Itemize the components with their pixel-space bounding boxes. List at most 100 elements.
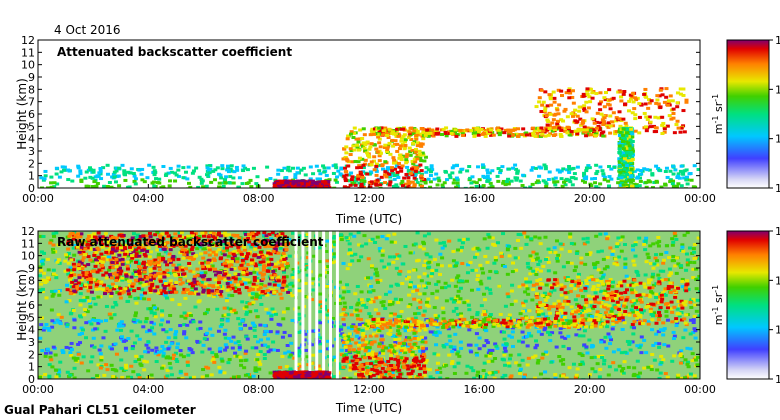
heatmap-cell <box>412 140 417 144</box>
heatmap-cell <box>88 305 93 309</box>
heatmap-cell <box>268 176 273 180</box>
heatmap-cell <box>226 361 231 365</box>
heatmap-cell <box>254 182 259 186</box>
heatmap-cell <box>348 368 353 372</box>
heatmap-cell <box>287 254 292 258</box>
heatmap-cell <box>200 179 205 183</box>
heatmap-cell <box>657 240 662 244</box>
heatmap-cell <box>353 183 358 187</box>
heatmap-cell <box>359 290 364 294</box>
heatmap-cell <box>229 244 234 248</box>
heatmap-cell <box>626 157 631 161</box>
heatmap-cell <box>692 243 697 247</box>
heatmap-cell <box>430 272 435 276</box>
heatmap-cell <box>161 354 166 358</box>
heatmap-cell <box>547 93 552 97</box>
heatmap-cell <box>667 267 672 271</box>
heatmap-cell <box>191 169 196 173</box>
heatmap-cell <box>559 89 564 93</box>
heatmap-cell <box>539 332 544 336</box>
heatmap-cell <box>665 124 670 128</box>
heatmap-cell <box>459 312 464 316</box>
heatmap-cell <box>442 244 447 248</box>
heatmap-cell <box>585 282 590 286</box>
heatmap-cell <box>557 103 562 107</box>
heatmap-cell <box>132 341 137 345</box>
heatmap-cell <box>271 348 276 352</box>
heatmap-cell <box>220 167 225 171</box>
heatmap-cell <box>318 292 323 296</box>
heatmap-cell <box>220 323 225 327</box>
y-tick-label: 1 <box>28 170 35 183</box>
heatmap-cell <box>184 336 189 340</box>
heatmap-cell <box>451 300 456 304</box>
heatmap-cell <box>404 158 409 162</box>
heatmap-cell <box>386 234 391 238</box>
heatmap-cell <box>526 292 531 296</box>
heatmap-cell <box>78 298 83 302</box>
heatmap-cell <box>593 177 598 181</box>
heatmap-cell <box>620 154 625 158</box>
heatmap-cell <box>581 306 586 310</box>
heatmap-cell <box>57 370 62 374</box>
heatmap-cell <box>220 252 225 256</box>
heatmap-cell <box>657 376 662 379</box>
heatmap-cell <box>101 166 106 170</box>
heatmap-cell <box>524 133 529 137</box>
heatmap-cell <box>318 273 323 277</box>
heatmap-cell <box>367 172 372 176</box>
heatmap-cell <box>545 316 550 320</box>
heatmap-cell <box>592 266 597 270</box>
heatmap-cell <box>646 365 651 369</box>
heatmap-cell <box>299 168 304 172</box>
heatmap-cell <box>93 327 98 331</box>
heatmap-cell <box>199 181 204 185</box>
heatmap-cell <box>528 280 533 284</box>
heatmap-cell <box>412 176 417 180</box>
heatmap-cell <box>610 252 615 256</box>
heatmap-cell <box>110 367 115 371</box>
heatmap-cell <box>502 265 507 269</box>
heatmap-cell <box>173 351 178 355</box>
heatmap-cell <box>44 323 49 327</box>
heatmap-cell <box>201 343 206 347</box>
heatmap-cell <box>682 176 687 180</box>
heatmap-cell <box>443 286 448 290</box>
heatmap-cell <box>314 164 319 168</box>
heatmap-cell <box>407 293 412 297</box>
heatmap-cell <box>133 177 138 181</box>
heatmap-cell <box>259 302 264 306</box>
heatmap-cell <box>396 161 401 165</box>
heatmap-cell <box>521 283 526 287</box>
heatmap-cell <box>639 311 644 315</box>
heatmap-cell <box>662 130 667 134</box>
heatmap-cell <box>469 181 474 185</box>
heatmap-cell <box>618 183 623 187</box>
heatmap-cell <box>62 168 67 172</box>
heatmap-cell <box>72 244 77 248</box>
heatmap-cell <box>580 354 585 358</box>
heatmap-cell <box>484 286 489 290</box>
heatmap-cell <box>543 295 548 299</box>
heatmap-cell <box>603 335 608 339</box>
heatmap-cell <box>582 125 587 129</box>
heatmap-cell <box>490 348 495 352</box>
heatmap-cell <box>452 164 457 168</box>
heatmap-cell <box>497 128 502 132</box>
heatmap-cell <box>156 353 161 357</box>
heatmap-cell <box>93 319 98 323</box>
x-tick-label: 00:00 <box>684 192 716 205</box>
heatmap-cell <box>330 316 335 320</box>
heatmap-cell <box>455 164 460 168</box>
heatmap-cell <box>400 164 405 168</box>
heatmap-cell <box>496 167 501 171</box>
heatmap-cell <box>279 180 284 184</box>
heatmap-cell <box>79 332 84 336</box>
heatmap-cell <box>657 168 662 172</box>
heatmap-cell <box>601 257 606 261</box>
heatmap-cell <box>482 344 487 348</box>
heatmap-cell <box>253 238 258 242</box>
heatmap-cell <box>223 177 228 181</box>
heatmap-cell <box>456 350 461 354</box>
heatmap-cell <box>90 355 95 359</box>
